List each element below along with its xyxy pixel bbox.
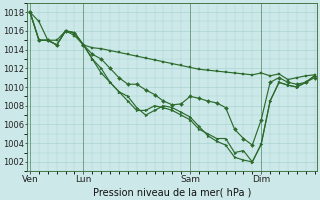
- X-axis label: Pression niveau de la mer( hPa ): Pression niveau de la mer( hPa ): [93, 187, 252, 197]
